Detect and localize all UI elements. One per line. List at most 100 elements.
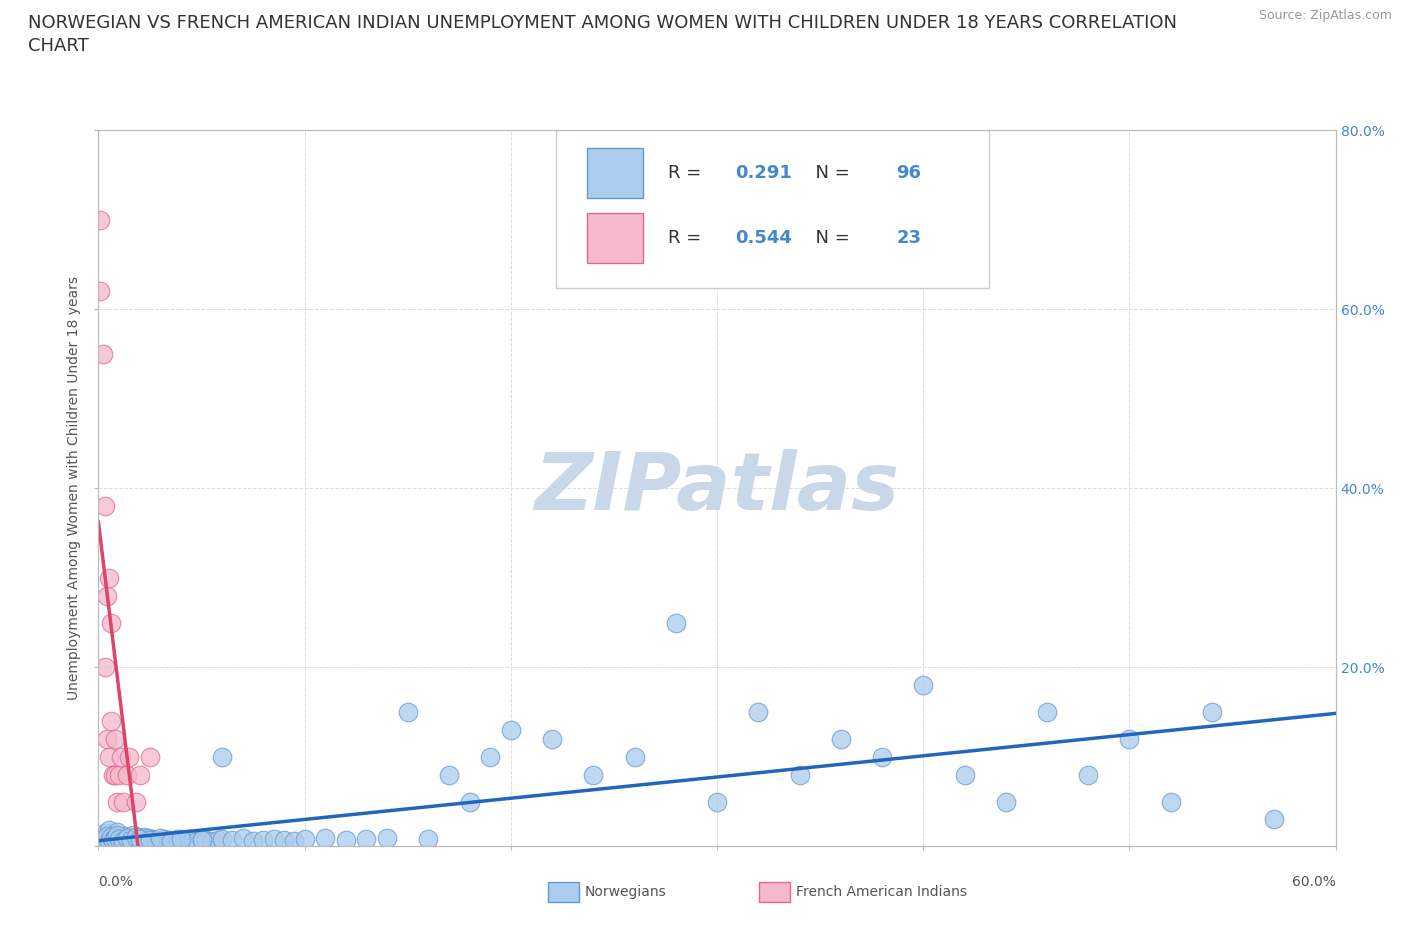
Point [97,750,120,764]
Point [179,831,201,846]
Y-axis label: Unemployment Among Women with Children Under 18 years: Unemployment Among Women with Children U… [67,276,82,700]
Point [141,831,163,846]
Point [1036,705,1059,720]
Point [100,830,122,844]
Point [211,831,233,846]
Point [159,833,181,848]
Point [93,826,115,841]
Text: ZIPatlas: ZIPatlas [534,449,900,527]
Point [541,732,564,747]
Text: 23: 23 [897,229,921,246]
Point [994,794,1017,809]
Point [96,828,118,843]
Point [499,723,522,737]
Point [101,767,124,782]
Point [1160,794,1182,809]
Point [623,750,645,764]
Point [149,830,172,845]
Point [104,830,127,845]
Point [201,833,224,848]
Point [912,678,935,693]
Point [356,831,378,846]
Point [117,767,139,782]
FancyBboxPatch shape [557,130,990,287]
Text: Norwegians: Norwegians [585,884,666,899]
Point [96,732,118,747]
Point [122,827,145,842]
Point [135,832,157,847]
Point [252,832,274,847]
Text: 60.0%: 60.0% [1292,875,1336,889]
Point [283,833,305,848]
Point [108,767,131,782]
Point [314,830,336,845]
Point [105,794,128,809]
Point [263,831,285,846]
Point [101,832,124,847]
Point [396,705,419,720]
Point [100,833,122,848]
Text: NORWEGIAN VS FRENCH AMERICAN INDIAN UNEMPLOYMENT AMONG WOMEN WITH CHILDREN UNDER: NORWEGIAN VS FRENCH AMERICAN INDIAN UNEM… [28,14,1177,32]
Point [117,830,139,845]
Point [953,767,976,782]
Text: R =: R = [668,165,707,182]
Point [139,833,162,848]
Text: N =: N = [804,165,855,182]
Point [145,833,167,848]
Point [104,732,127,747]
Point [96,589,118,604]
Point [118,750,141,764]
Point [104,767,127,782]
Point [437,767,460,782]
Point [190,831,212,846]
Point [479,750,502,764]
Point [789,767,811,782]
Point [186,833,208,848]
Text: 0.544: 0.544 [735,229,793,246]
Point [747,705,769,720]
Point [1077,767,1099,782]
Point [93,660,115,675]
Point [139,750,162,764]
Text: 0.291: 0.291 [735,165,793,182]
Point [93,831,115,846]
Point [166,831,188,846]
Point [118,834,141,849]
Point [149,832,172,847]
Point [97,570,120,585]
Point [89,284,111,299]
Text: N =: N = [804,229,855,246]
Point [139,832,162,847]
Point [170,832,193,847]
Point [132,830,155,844]
Point [665,615,688,630]
Point [242,833,264,848]
Point [108,830,131,844]
Point [110,832,132,847]
Point [124,832,146,847]
Point [181,832,204,847]
Point [110,750,132,764]
Point [127,830,149,844]
Point [131,833,153,848]
Point [128,767,150,782]
Text: R =: R = [668,229,707,246]
Point [93,498,115,513]
Point [1118,732,1140,747]
Bar [588,213,643,262]
Point [1263,812,1285,827]
Point [117,833,139,848]
Point [582,767,605,782]
Point [335,832,357,847]
Point [706,794,728,809]
Point [211,750,233,764]
Point [375,830,398,845]
Point [162,833,184,848]
Point [458,794,481,809]
Point [91,834,114,849]
Point [105,827,128,842]
Point [112,794,135,809]
Point [232,830,254,845]
Point [112,831,135,846]
Point [105,825,128,840]
